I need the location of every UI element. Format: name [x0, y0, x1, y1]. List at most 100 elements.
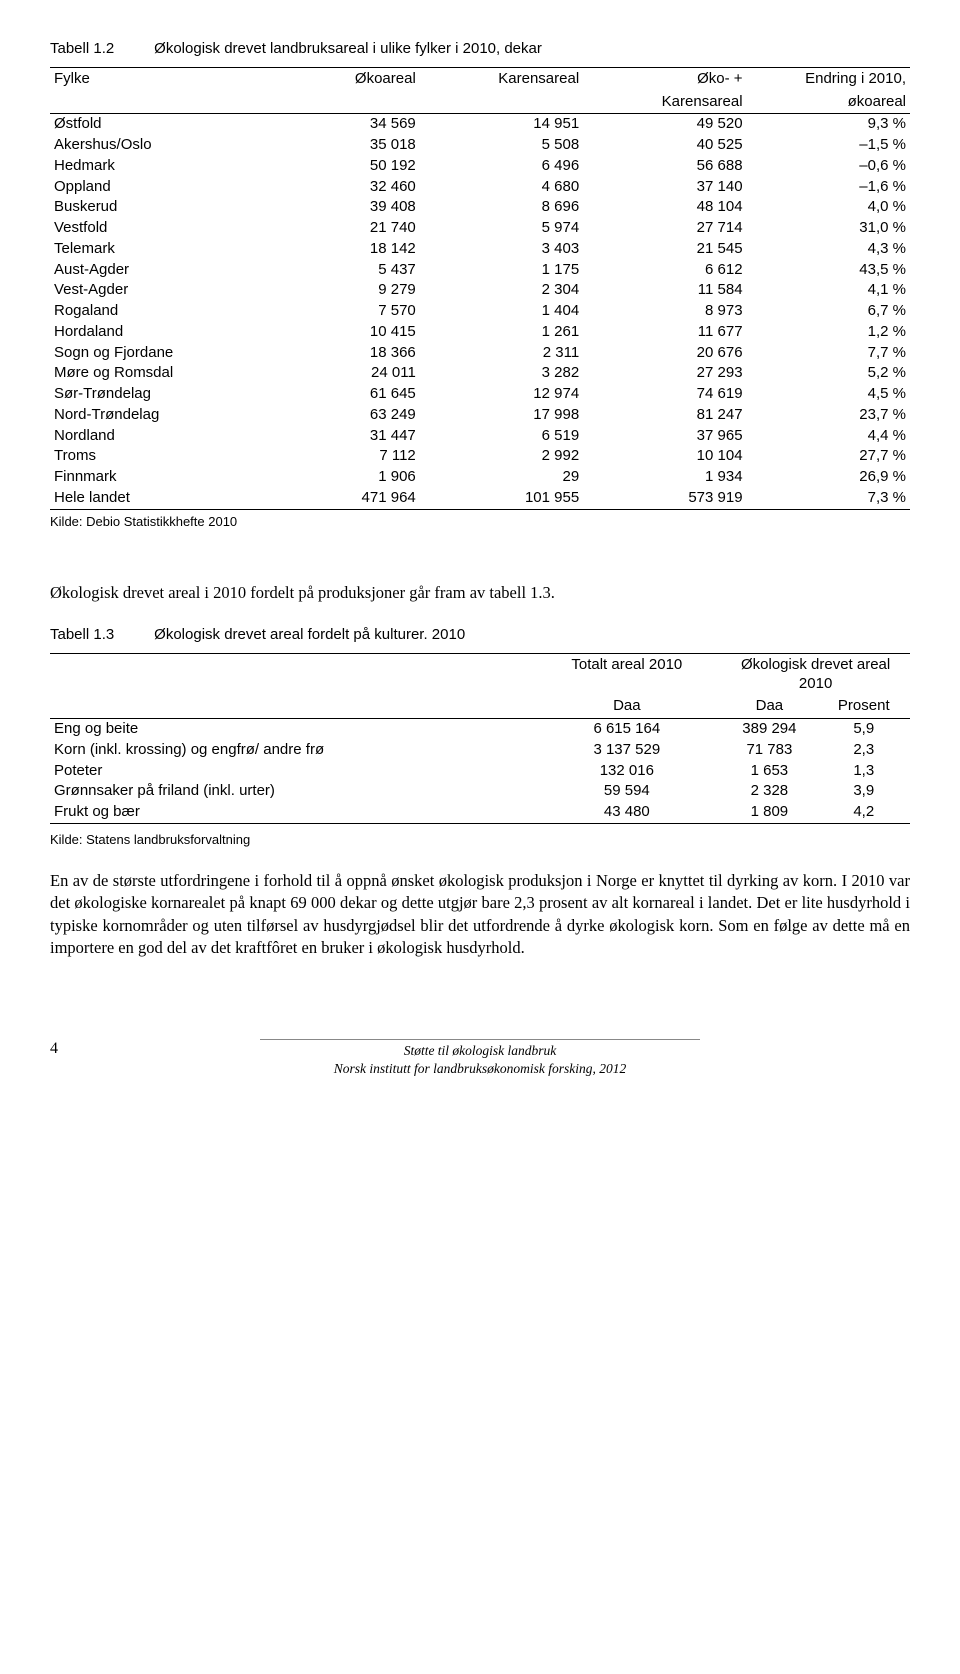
cell-fylke: Hordaland: [50, 322, 256, 343]
cell-total: 101 955: [420, 488, 583, 509]
cell-okoareal: 10 415: [256, 322, 419, 343]
cell-label: Poteter: [50, 761, 532, 782]
cell-fylke: Vest-Agder: [50, 280, 256, 301]
footer-line2: Norsk institutt for landbruksøkonomisk f…: [260, 1060, 700, 1078]
cell-endring: 27,7 %: [747, 446, 910, 467]
table-row: Akershus/Oslo35 0185 50840 525–1,5 %: [50, 135, 910, 156]
cell-endring: 4,3 %: [747, 239, 910, 260]
cell-endring: 4,5 %: [747, 384, 910, 405]
cell-total-areal: 43 480: [532, 802, 721, 823]
cell-okoareal: 18 142: [256, 239, 419, 260]
cell-karens: 8 696: [420, 197, 583, 218]
cell-karens: 4 680: [420, 177, 583, 198]
cell-prosent: 1,3: [818, 761, 910, 782]
cell-sum: 74 619: [583, 384, 746, 405]
cell-fylke: Finnmark: [50, 467, 256, 488]
cell-fylke: Troms: [50, 446, 256, 467]
cell-okoareal: 34 569: [256, 114, 419, 135]
paragraph-2: En av de største utfordringene i forhold…: [50, 870, 910, 959]
table-row: Frukt og bær43 4801 8094,2: [50, 802, 910, 823]
cell-karens: 2 304: [420, 280, 583, 301]
cell-fylke: Sogn og Fjordane: [50, 343, 256, 364]
t1-h-okoplus-a: Øko- +: [583, 67, 746, 90]
cell-fylke: Rogaland: [50, 301, 256, 322]
cell-endring: –1,6 %: [747, 177, 910, 198]
cell-karens: 2 992: [420, 446, 583, 467]
footer-center: Støtte til økologisk landbruk Norsk inst…: [260, 1039, 700, 1077]
cell-fylke: Hedmark: [50, 156, 256, 177]
cell-fylke: Sør-Trøndelag: [50, 384, 256, 405]
t1-h-endring-a: Endring i 2010,: [747, 67, 910, 90]
table-row: Eng og beite6 615 164389 2945,9: [50, 719, 910, 740]
cell-fylke: Buskerud: [50, 197, 256, 218]
table-row: Troms7 1122 99210 10427,7 %: [50, 446, 910, 467]
cell-total: 573 919: [583, 488, 746, 509]
table-row: Hedmark50 1926 49656 688–0,6 %: [50, 156, 910, 177]
table1-source: Kilde: Debio Statistikkhefte 2010: [50, 514, 910, 530]
cell-karens: 3 403: [420, 239, 583, 260]
cell-total-areal: 132 016: [532, 761, 721, 782]
table-row: Sogn og Fjordane18 3662 31120 6767,7 %: [50, 343, 910, 364]
cell-okoareal: 18 366: [256, 343, 419, 364]
t1-h-endring-b: økoareal: [747, 91, 910, 114]
table-row: Telemark18 1423 40321 5454,3 %: [50, 239, 910, 260]
table2-caption: Økologisk drevet areal fordelt på kultur…: [154, 626, 465, 643]
cell-okoareal: 32 460: [256, 177, 419, 198]
cell-prosent: 2,3: [818, 740, 910, 761]
cell-sum: 8 973: [583, 301, 746, 322]
t2-h-s2: Daa: [721, 695, 817, 718]
cell-endring: 1,2 %: [747, 322, 910, 343]
cell-sum: 10 104: [583, 446, 746, 467]
cell-fylke: Nordland: [50, 426, 256, 447]
table1-number: Tabell 1.2: [50, 40, 150, 59]
cell-prosent: 4,2: [818, 802, 910, 823]
page-number: 4: [50, 1039, 80, 1059]
cell-okoareal: 35 018: [256, 135, 419, 156]
cell-karens: 5 508: [420, 135, 583, 156]
table-row: Nordland31 4476 51937 9654,4 %: [50, 426, 910, 447]
cell-sum: 40 525: [583, 135, 746, 156]
cell-endring: 23,7 %: [747, 405, 910, 426]
cell-karens: 14 951: [420, 114, 583, 135]
table1: Fylke Økoareal Karensareal Øko- + Endrin…: [50, 67, 910, 510]
cell-total-label: Hele landet: [50, 488, 256, 509]
cell-endring: 4,4 %: [747, 426, 910, 447]
cell-fylke: Møre og Romsdal: [50, 363, 256, 384]
cell-sum: 20 676: [583, 343, 746, 364]
cell-total-areal: 59 594: [532, 781, 721, 802]
cell-sum: 37 965: [583, 426, 746, 447]
cell-okoareal: 21 740: [256, 218, 419, 239]
cell-okoareal: 31 447: [256, 426, 419, 447]
cell-fylke: Nord-Trøndelag: [50, 405, 256, 426]
table1-title: Tabell 1.2 Økologisk drevet landbruksare…: [50, 40, 910, 59]
cell-endring: –0,6 %: [747, 156, 910, 177]
cell-label: Korn (inkl. krossing) og engfrø/ andre f…: [50, 740, 532, 761]
t1-h-karens: Karensareal: [420, 67, 583, 114]
cell-sum: 49 520: [583, 114, 746, 135]
cell-endring: 6,7 %: [747, 301, 910, 322]
t2-h-g1: Totalt areal 2010: [532, 653, 721, 695]
cell-label: Frukt og bær: [50, 802, 532, 823]
cell-okoareal: 24 011: [256, 363, 419, 384]
table-row: Korn (inkl. krossing) og engfrø/ andre f…: [50, 740, 910, 761]
table-row: Buskerud39 4088 69648 1044,0 %: [50, 197, 910, 218]
table2: Totalt areal 2010 Økologisk drevet areal…: [50, 653, 910, 824]
cell-total-areal: 6 615 164: [532, 719, 721, 740]
cell-karens: 6 496: [420, 156, 583, 177]
t2-h-s3: Prosent: [818, 695, 910, 718]
t1-h-oko: Økoareal: [256, 67, 419, 114]
cell-fylke: Østfold: [50, 114, 256, 135]
table2-number: Tabell 1.3: [50, 626, 150, 645]
cell-endring: 4,0 %: [747, 197, 910, 218]
cell-sum: 27 293: [583, 363, 746, 384]
cell-karens: 6 519: [420, 426, 583, 447]
cell-fylke: Telemark: [50, 239, 256, 260]
cell-prosent: 5,9: [818, 719, 910, 740]
cell-sum: 21 545: [583, 239, 746, 260]
cell-oko-areal: 1 653: [721, 761, 817, 782]
cell-endring: 7,7 %: [747, 343, 910, 364]
cell-endring: 4,1 %: [747, 280, 910, 301]
table-row: Vest-Agder9 2792 30411 5844,1 %: [50, 280, 910, 301]
table-row: Aust-Agder5 4371 1756 61243,5 %: [50, 260, 910, 281]
cell-okoareal: 50 192: [256, 156, 419, 177]
